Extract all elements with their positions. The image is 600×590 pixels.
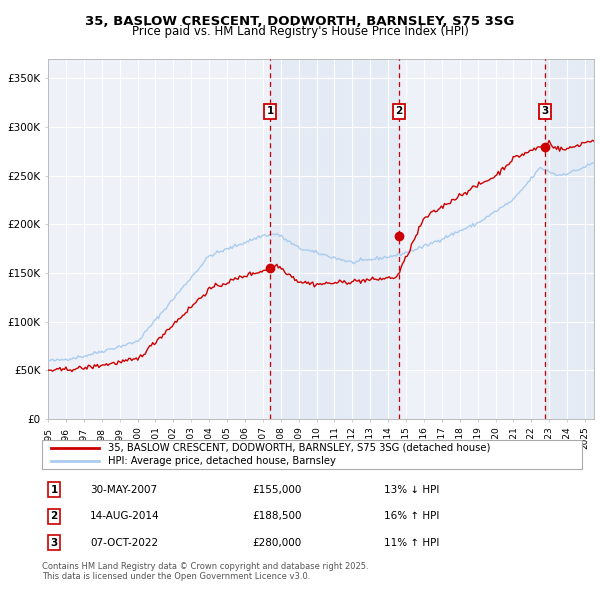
Text: 11% ↑ HPI: 11% ↑ HPI bbox=[384, 538, 439, 548]
Text: 3: 3 bbox=[50, 538, 58, 548]
Text: HPI: Average price, detached house, Barnsley: HPI: Average price, detached house, Barn… bbox=[108, 456, 336, 466]
Text: 14-AUG-2014: 14-AUG-2014 bbox=[90, 512, 160, 521]
Text: £188,500: £188,500 bbox=[252, 512, 302, 521]
Text: 35, BASLOW CRESCENT, DODWORTH, BARNSLEY, S75 3SG (detached house): 35, BASLOW CRESCENT, DODWORTH, BARNSLEY,… bbox=[108, 443, 490, 453]
Bar bbox=[545, 59, 594, 419]
Text: Price paid vs. HM Land Registry's House Price Index (HPI): Price paid vs. HM Land Registry's House … bbox=[131, 25, 469, 38]
Text: 2: 2 bbox=[395, 106, 403, 116]
Text: 13% ↓ HPI: 13% ↓ HPI bbox=[384, 485, 439, 494]
Text: 1: 1 bbox=[50, 485, 58, 494]
Text: 07-OCT-2022: 07-OCT-2022 bbox=[90, 538, 158, 548]
Text: Contains HM Land Registry data © Crown copyright and database right 2025.
This d: Contains HM Land Registry data © Crown c… bbox=[42, 562, 368, 581]
Text: 3: 3 bbox=[541, 106, 548, 116]
Text: 2: 2 bbox=[50, 512, 58, 521]
Text: 35, BASLOW CRESCENT, DODWORTH, BARNSLEY, S75 3SG: 35, BASLOW CRESCENT, DODWORTH, BARNSLEY,… bbox=[85, 15, 515, 28]
Text: £280,000: £280,000 bbox=[252, 538, 301, 548]
Text: 30-MAY-2007: 30-MAY-2007 bbox=[90, 485, 157, 494]
Text: £155,000: £155,000 bbox=[252, 485, 301, 494]
Text: 1: 1 bbox=[266, 106, 274, 116]
Text: 16% ↑ HPI: 16% ↑ HPI bbox=[384, 512, 439, 521]
Bar bbox=[270, 59, 399, 419]
